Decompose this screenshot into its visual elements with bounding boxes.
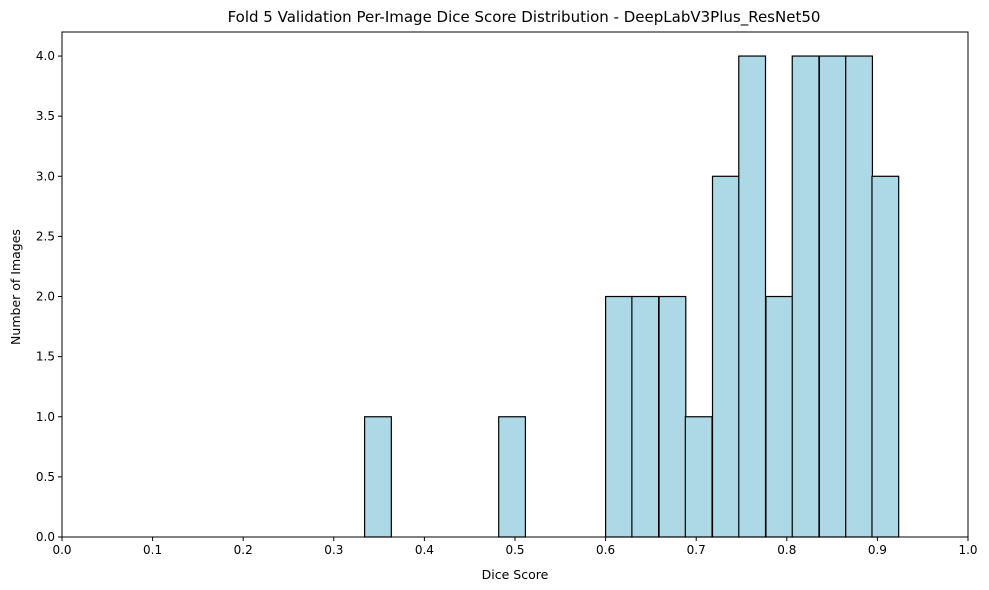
y-tick-label: 3.0 [36,169,55,183]
x-tick-label: 0.7 [687,543,706,557]
histogram-bar [711,175,740,538]
histogram-bar [738,55,767,538]
histogram-bar [765,295,794,538]
histogram-bar [845,55,874,538]
y-tick-label: 3.5 [36,109,55,123]
histogram-bar [604,295,633,538]
x-tick-label: 0.2 [234,543,253,557]
x-tick-label: 0.8 [777,543,796,557]
histogram-bar [871,175,900,538]
y-axis-label: Number of Images [8,229,23,345]
y-tick-label: 1.5 [36,350,55,364]
histogram-bar [364,416,392,538]
x-axis-ticks: 0.0 0.1 0.2 0.3 0.4 0.5 0.6 0.7 0.8 0.9 1.0 [52,537,978,557]
x-tick-label: 0.3 [324,543,343,557]
bars-group [364,55,900,538]
histogram-bar [791,55,820,538]
y-tick-label: 0.5 [36,470,55,484]
x-tick-label: 0.6 [596,543,615,557]
y-tick-label: 0.0 [36,530,55,544]
x-tick-label: 1.0 [958,543,977,557]
y-tick-label: 4.0 [36,49,55,63]
y-axis-ticks: 0.0 0.5 1.0 1.5 2.0 2.5 3.0 3.5 4.0 [36,49,62,544]
histogram-bar [631,295,660,538]
chart-title: Fold 5 Validation Per-Image Dice Score D… [228,8,821,27]
x-tick-label: 0.0 [52,543,71,557]
histogram-bar [684,416,713,538]
x-tick-label: 0.5 [505,543,524,557]
x-tick-label: 0.1 [143,543,162,557]
x-tick-label: 0.4 [415,543,434,557]
x-axis-label: Dice Score [482,567,549,582]
y-tick-label: 2.0 [36,290,55,304]
x-tick-label: 0.9 [868,543,887,557]
histogram-bar [818,55,847,538]
y-tick-label: 2.5 [36,229,55,243]
histogram-bar [658,295,687,538]
histogram-bar [498,416,527,538]
y-tick-label: 1.0 [36,410,55,424]
